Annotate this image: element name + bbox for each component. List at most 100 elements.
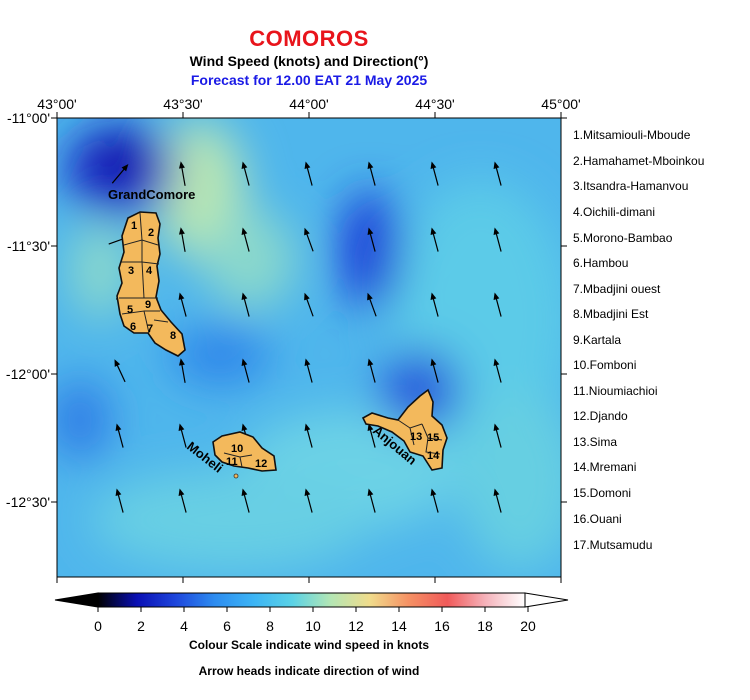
wind-arrow [304, 488, 313, 513]
island-number-labels: 1 2 3 4 5 6 7 8 9 10 11 12 13 14 15 [127, 220, 440, 470]
wind-arrow [367, 358, 376, 383]
caption-arrow-heads: Arrow heads indicate direction of wind [198, 664, 420, 678]
scale-tick-4: 4 [180, 618, 188, 634]
region-1: 1.Mitsamiouli-Mboude [573, 128, 691, 142]
lat-label-12-30: -12°30' [5, 494, 50, 510]
region-5: 5.Morono-Bambao [573, 231, 673, 245]
region-7: 7.Mbadjini ouest [573, 282, 661, 296]
wind-arrow [367, 488, 376, 513]
wind-arrow [304, 227, 314, 252]
island-num-8: 8 [170, 330, 176, 342]
wind-arrow [179, 227, 186, 252]
scale-gradient [97, 592, 526, 608]
island-num-9: 9 [145, 299, 151, 311]
wind-arrow [304, 292, 314, 317]
forecast-time: Forecast for 12.00 EAT 21 May 2025 [190, 72, 428, 88]
map-subtitle: Wind Speed (knots) and Direction(°) [189, 53, 429, 69]
island-num-5: 5 [127, 304, 133, 316]
island-num-15: 15 [427, 432, 439, 444]
wind-arrow [241, 358, 250, 383]
region-legend [573, 0, 750, 560]
scale-tick-8: 8 [266, 618, 274, 634]
island-num-10: 10 [231, 443, 243, 455]
island-num-12: 12 [255, 458, 267, 470]
wind-arrow [367, 292, 377, 317]
wind-arrow [115, 423, 124, 448]
island-num-14: 14 [427, 450, 440, 462]
lon-label-44-00: 44°00' [289, 96, 329, 112]
region-2: 2.Hamahamet-Mboinkou [573, 154, 705, 168]
colour-scale-ticks [97, 607, 529, 612]
wind-arrow [241, 161, 250, 186]
wind-arrow [493, 227, 502, 252]
island-num-3: 3 [128, 265, 134, 277]
lon-label-43-30: 43°30' [163, 96, 203, 112]
region-8: 8.Mbadjini Est [573, 307, 649, 321]
wind-arrow [304, 358, 313, 383]
region-11: 11.Nioumiachioi [573, 384, 658, 398]
wind-arrow [179, 161, 186, 186]
wind-arrow [178, 488, 187, 513]
region-10: 10.Fomboni [573, 358, 637, 372]
scale-tick-14: 14 [391, 618, 407, 634]
wind-arrow [178, 292, 187, 317]
region-17: 17.Mutsamudu [573, 538, 653, 552]
lon-label-45-00: 45°00' [541, 96, 581, 112]
island-num-2: 2 [148, 227, 154, 239]
island-moheli [212, 431, 277, 479]
wind-arrow [493, 358, 502, 383]
map-frame-ticks [51, 112, 567, 583]
wind-arrow [430, 292, 439, 317]
region-13: 13.Sima [573, 435, 618, 449]
wind-arrow [114, 359, 126, 383]
wind-arrow [430, 358, 439, 383]
lat-label-12-00: -12°00' [5, 366, 50, 382]
colour-scale-bar [54, 592, 569, 608]
wind-arrow [493, 423, 502, 448]
label-grand-comore: GrandComore [108, 187, 195, 202]
wind-arrow [367, 423, 376, 448]
wind-arrow [367, 227, 376, 252]
region-6: 6.Hambou [573, 256, 629, 270]
scale-tick-2: 2 [137, 618, 145, 634]
region-3: 3.Itsandra-Hamanvou [573, 179, 689, 193]
region-4: 4.Oichili-dimani [573, 205, 656, 219]
scale-tick-20: 20 [520, 618, 536, 634]
caption-colour-scale: Colour Scale indicate wind speed in knot… [188, 638, 430, 652]
scale-under-arrow [54, 592, 99, 608]
region-9: 9.Kartala [573, 333, 622, 347]
map-title: COMOROS [249, 26, 369, 51]
wind-arrow [493, 488, 502, 513]
scale-tick-16: 16 [434, 618, 450, 634]
wind-arrow [304, 423, 313, 448]
scale-tick-0: 0 [94, 618, 102, 634]
wind-arrow [241, 292, 250, 317]
island-anjouan [361, 388, 448, 471]
island-num-13: 13 [410, 431, 422, 443]
lat-label-11-00: -11°00' [6, 110, 50, 126]
lon-label-43-00: 43°00' [37, 96, 77, 112]
island-num-11: 11 [226, 456, 238, 468]
wind-arrow [241, 488, 250, 513]
wind-arrow [178, 423, 187, 448]
region-16: 16.Ouani [573, 512, 622, 526]
wind-arrow [430, 161, 439, 186]
scale-tick-18: 18 [477, 618, 493, 634]
island-grand-comore [116, 211, 186, 357]
lat-label-11-30: -11°30' [6, 238, 50, 254]
wind-arrow [430, 227, 439, 252]
region-12: 12.Djando [573, 409, 628, 423]
wind-arrow [430, 488, 439, 513]
region-14: 14.Mremani [573, 460, 637, 474]
scale-tick-10: 10 [305, 618, 321, 634]
scale-over-arrow [524, 592, 569, 608]
lon-label-44-30: 44°30' [415, 96, 455, 112]
island-num-6: 6 [130, 321, 136, 333]
region-15: 15.Domoni [573, 486, 632, 500]
wind-arrow [241, 227, 250, 252]
wind-arrow [493, 292, 502, 317]
island-num-7: 7 [147, 323, 153, 335]
island-num-4: 4 [146, 265, 153, 277]
wind-arrow [493, 161, 502, 186]
